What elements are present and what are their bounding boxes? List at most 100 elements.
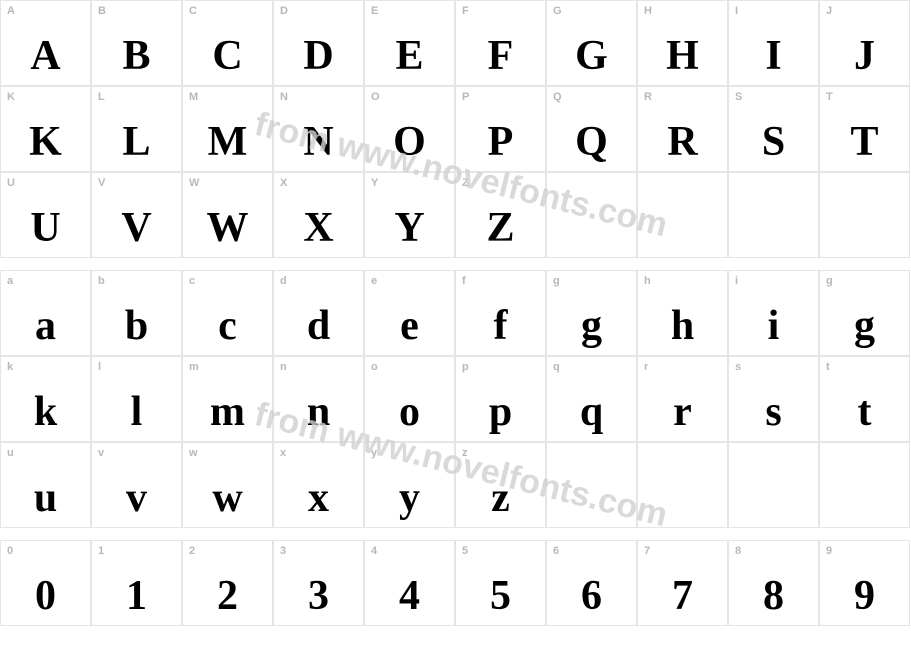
glyph-label: P <box>462 91 469 103</box>
glyph-label: J <box>826 5 832 17</box>
glyph-character: 2 <box>183 575 272 617</box>
glyph-cell: 11 <box>91 540 182 626</box>
glyph-cell: CC <box>182 0 273 86</box>
glyph-label: A <box>7 5 15 17</box>
glyph-label: O <box>371 91 380 103</box>
glyph-character: O <box>365 121 454 163</box>
glyph-cell: VV <box>91 172 182 258</box>
glyph-character: C <box>183 35 272 77</box>
glyph-character: h <box>638 305 727 347</box>
glyph-cell: 77 <box>637 540 728 626</box>
glyph-label: m <box>189 361 199 373</box>
glyph-cell: ii <box>728 270 819 356</box>
glyph-character: Y <box>365 207 454 249</box>
glyph-character: 4 <box>365 575 454 617</box>
glyph-cell: 88 <box>728 540 819 626</box>
glyph-character: 7 <box>638 575 727 617</box>
glyph-cell: gg <box>819 270 910 356</box>
glyph-label: 0 <box>7 545 13 557</box>
glyph-cell-blank <box>819 172 910 258</box>
glyph-character: S <box>729 121 818 163</box>
glyph-label: I <box>735 5 738 17</box>
glyph-character: 3 <box>274 575 363 617</box>
section-uppercase: AABBCCDDEEFFGGHHIIJJKKLLMMNNOOPPQQRRSSTT… <box>0 0 911 258</box>
glyph-label: M <box>189 91 198 103</box>
glyph-character: G <box>547 35 636 77</box>
glyph-character: Q <box>547 121 636 163</box>
glyph-character: A <box>1 35 90 77</box>
glyph-character: 6 <box>547 575 636 617</box>
section-digits: 00112233445566778899 <box>0 540 911 626</box>
glyph-cell: zz <box>455 442 546 528</box>
glyph-cell-blank <box>728 172 819 258</box>
glyph-label: 7 <box>644 545 650 557</box>
glyph-label: x <box>280 447 286 459</box>
section-spacer <box>0 258 911 270</box>
glyph-label: 3 <box>280 545 286 557</box>
glyph-character: i <box>729 305 818 347</box>
glyph-cell: uu <box>0 442 91 528</box>
glyph-character: m <box>183 391 272 433</box>
glyph-cell: gg <box>546 270 637 356</box>
glyph-cell-blank <box>637 442 728 528</box>
glyph-cell-blank <box>819 442 910 528</box>
glyph-character: 9 <box>820 575 909 617</box>
glyph-cell: xx <box>273 442 364 528</box>
glyph-label: k <box>7 361 13 373</box>
glyph-cell: hh <box>637 270 728 356</box>
glyph-cell: XX <box>273 172 364 258</box>
glyph-character: M <box>183 121 272 163</box>
glyph-cell: DD <box>273 0 364 86</box>
glyph-cell: EE <box>364 0 455 86</box>
glyph-label: T <box>826 91 833 103</box>
glyph-cell: UU <box>0 172 91 258</box>
glyph-cell: KK <box>0 86 91 172</box>
glyph-character: q <box>547 391 636 433</box>
glyph-character: 8 <box>729 575 818 617</box>
glyph-cell: BB <box>91 0 182 86</box>
glyph-cell: ee <box>364 270 455 356</box>
glyph-label: 6 <box>553 545 559 557</box>
glyph-cell: ww <box>182 442 273 528</box>
glyph-cell: nn <box>273 356 364 442</box>
glyph-character: V <box>92 207 181 249</box>
glyph-cell: 55 <box>455 540 546 626</box>
glyph-character: d <box>274 305 363 347</box>
glyph-cell: ZZ <box>455 172 546 258</box>
glyph-label: Z <box>462 177 469 189</box>
glyph-cell: oo <box>364 356 455 442</box>
glyph-label: e <box>371 275 377 287</box>
glyph-cell: II <box>728 0 819 86</box>
glyph-character: k <box>1 391 90 433</box>
glyph-cell: HH <box>637 0 728 86</box>
glyph-cell: ff <box>455 270 546 356</box>
glyph-character: J <box>820 35 909 77</box>
glyph-character: u <box>1 477 90 519</box>
glyph-character: 5 <box>456 575 545 617</box>
glyph-character: a <box>1 305 90 347</box>
glyph-cell: PP <box>455 86 546 172</box>
glyph-label: E <box>371 5 378 17</box>
glyph-label: i <box>735 275 738 287</box>
glyph-character: N <box>274 121 363 163</box>
glyph-label: 1 <box>98 545 104 557</box>
glyph-cell: QQ <box>546 86 637 172</box>
glyph-cell: kk <box>0 356 91 442</box>
glyph-label: G <box>553 5 562 17</box>
section-spacer <box>0 528 911 540</box>
glyph-label: l <box>98 361 101 373</box>
glyph-character: E <box>365 35 454 77</box>
glyph-label: S <box>735 91 742 103</box>
glyph-cell-blank <box>546 172 637 258</box>
glyph-cell: dd <box>273 270 364 356</box>
glyph-character: U <box>1 207 90 249</box>
glyph-cell: 44 <box>364 540 455 626</box>
glyph-character: K <box>1 121 90 163</box>
glyph-label: 2 <box>189 545 195 557</box>
glyph-label: U <box>7 177 15 189</box>
glyph-character: t <box>820 391 909 433</box>
glyph-cell: AA <box>0 0 91 86</box>
section-lowercase: aabbccddeeffgghhiiggkkllmmnnooppqqrrsstt… <box>0 270 911 528</box>
glyph-character: B <box>92 35 181 77</box>
glyph-cell: SS <box>728 86 819 172</box>
